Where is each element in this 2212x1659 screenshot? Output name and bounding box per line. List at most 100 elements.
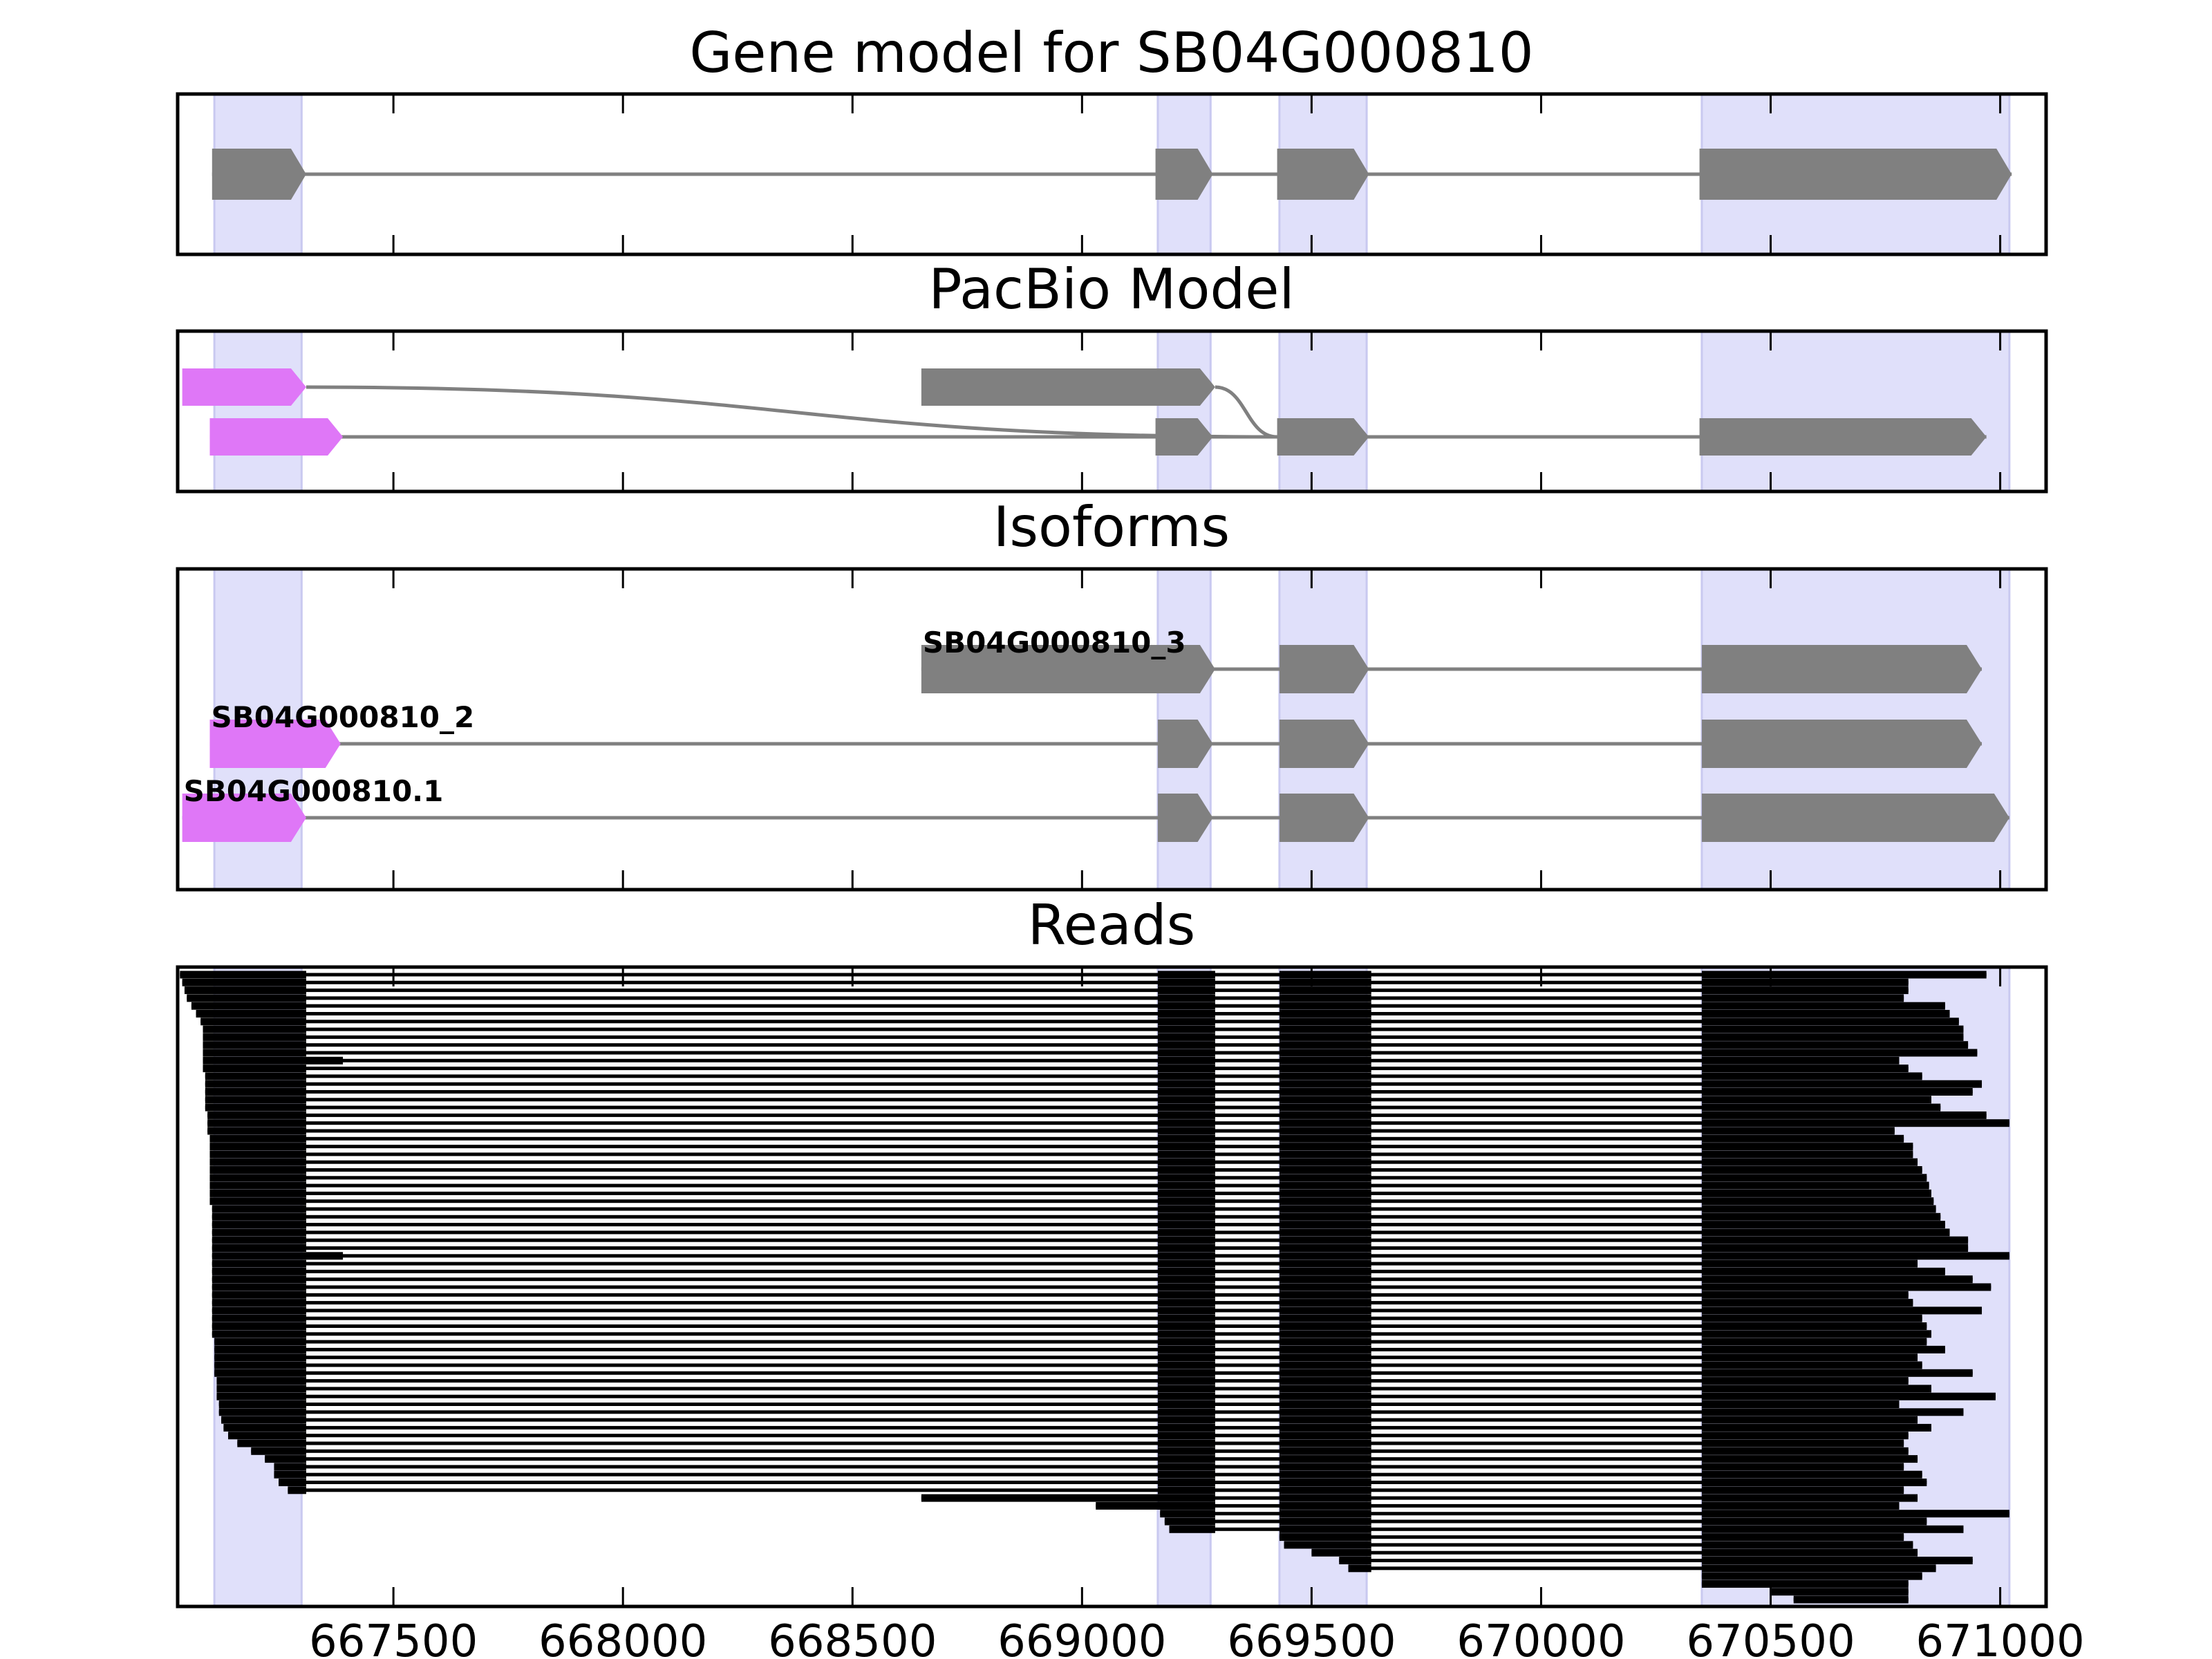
read-exon	[1701, 1572, 1922, 1580]
read-exon	[1279, 1330, 1371, 1338]
read-exon	[205, 1096, 306, 1104]
read-exon	[1157, 1041, 1215, 1049]
read-exon	[1157, 1189, 1215, 1197]
read-exon	[212, 1228, 306, 1237]
read-exon	[1279, 1447, 1371, 1455]
read-exon	[1279, 1041, 1371, 1049]
read-line	[209, 1160, 1918, 1164]
read-exon	[209, 1143, 306, 1151]
read-line	[203, 1043, 1969, 1047]
isoforms-panel: Isoforms SB04G000810_3SB04G000810_2SB04G…	[176, 495, 2048, 892]
read-line	[279, 1481, 1927, 1484]
coding-exon-block	[1157, 794, 1213, 842]
read-exon	[1701, 1447, 1909, 1455]
read-exon	[1157, 1025, 1215, 1033]
read-line	[209, 1183, 1929, 1188]
read-exon	[1701, 1548, 1918, 1557]
read-exon	[274, 1470, 306, 1479]
read-exon	[1157, 1455, 1215, 1463]
read-line	[203, 1035, 1964, 1039]
read-exon	[1279, 1143, 1371, 1151]
read-exon	[1701, 1432, 1909, 1440]
gene-model-ticks	[392, 94, 2002, 254]
read-exon	[1279, 1283, 1371, 1291]
coding-exon-block	[1277, 149, 1369, 200]
read-exon	[1157, 1158, 1215, 1166]
read-exon	[1279, 978, 1371, 986]
read-line	[212, 1254, 2009, 1258]
read-exon	[1279, 1228, 1371, 1237]
read-exon	[1701, 1416, 1918, 1424]
read-exon	[1701, 978, 1909, 986]
read-exon	[1157, 1408, 1215, 1416]
read-exon	[1279, 1470, 1371, 1479]
read-line	[1348, 1566, 1936, 1571]
read-exon	[1157, 1299, 1215, 1307]
read-exon	[1701, 1127, 1895, 1135]
read-line	[1164, 1519, 1927, 1524]
read-exon	[1279, 1134, 1371, 1143]
read-exon	[1701, 1244, 1969, 1252]
read-exon	[1701, 1345, 1945, 1353]
read-exon	[1701, 1291, 1909, 1299]
read-exon	[1157, 1470, 1215, 1479]
read-exon	[209, 1150, 306, 1159]
read-exon	[1279, 1119, 1371, 1127]
read-line	[209, 1199, 1934, 1203]
coding-exon-block	[1699, 418, 1987, 456]
read-line	[1169, 1527, 1964, 1531]
coding-exon-block	[1279, 645, 1369, 693]
read-exon	[218, 1400, 306, 1408]
read-exon	[205, 1072, 306, 1080]
read-exon	[1279, 1056, 1371, 1065]
read-exon	[1701, 1049, 1978, 1057]
read-exon	[1157, 1197, 1215, 1206]
isoforms-ticks	[392, 569, 2002, 890]
read-exon	[1279, 1010, 1371, 1018]
read-line	[209, 1136, 1904, 1141]
read-exon	[1279, 1174, 1371, 1182]
read-line	[212, 1207, 1936, 1211]
read-line	[205, 1074, 1922, 1078]
read-exon	[184, 986, 306, 995]
read-exon	[1279, 1479, 1371, 1486]
read-exon	[1701, 1056, 1900, 1065]
read-line	[209, 1168, 1922, 1172]
coding-exon-block	[1701, 794, 2009, 842]
read-exon	[1279, 1314, 1371, 1322]
read-exon	[212, 1330, 306, 1338]
read-exon	[1157, 1166, 1215, 1174]
read-exon	[1701, 1228, 1950, 1237]
read-exon	[1157, 1259, 1215, 1268]
read-exon	[1701, 1212, 1941, 1221]
read-exon	[1701, 1369, 1973, 1377]
read-exon	[1157, 1353, 1215, 1362]
read-exon	[212, 1306, 306, 1315]
read-exon	[216, 1377, 306, 1385]
read-exon	[1701, 1150, 1913, 1159]
read-exon	[1279, 1158, 1371, 1166]
read-line	[214, 1340, 1927, 1344]
read-exon	[1279, 1463, 1371, 1471]
read-exon	[223, 1423, 306, 1432]
read-exon	[1279, 1432, 1371, 1440]
isoforms-tracks: SB04G000810_3 SB04G000810_2 SB04G000810.1	[182, 626, 2009, 842]
read-exon	[1701, 1494, 1918, 1502]
gene-model-frame	[176, 92, 2048, 256]
read-exon	[1701, 1479, 1927, 1486]
read-exon	[1160, 1510, 1215, 1518]
read-exon	[1701, 1072, 1922, 1080]
read-exon	[1157, 1306, 1215, 1315]
read-exon	[251, 1447, 306, 1455]
read-line	[1096, 1503, 1900, 1508]
read-line	[218, 1403, 1900, 1406]
read-exon	[1157, 1212, 1215, 1221]
gene-model-panel: Gene model for SB04G000810	[176, 21, 2048, 256]
read-exon	[209, 1189, 306, 1197]
read-exon	[203, 1049, 306, 1057]
read-exon	[1701, 1267, 1945, 1275]
read-exon	[212, 1236, 306, 1244]
read-line	[237, 1441, 1904, 1445]
splice-connector-line	[306, 385, 1277, 439]
read-exon	[1157, 1103, 1215, 1112]
